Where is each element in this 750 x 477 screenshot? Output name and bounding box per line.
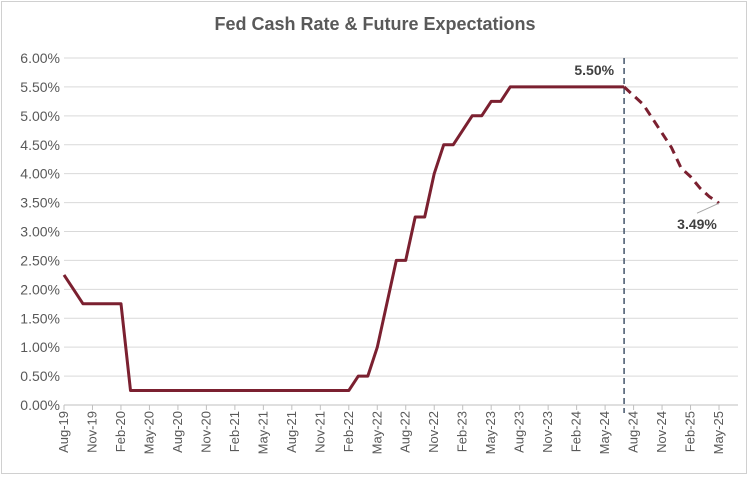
y-tick-label: 6.00%	[20, 50, 60, 66]
y-tick-label: 3.00%	[20, 224, 60, 240]
y-tick-label: 2.00%	[20, 281, 60, 297]
x-tick-label: Nov-22	[426, 411, 441, 453]
y-tick-label: 1.00%	[20, 339, 60, 355]
y-tick-label: 5.50%	[20, 79, 60, 95]
x-tick-label: Feb-20	[113, 411, 128, 452]
x-tick-label: Nov-23	[540, 411, 555, 453]
label-leader-line	[696, 202, 720, 214]
x-tick-label: Feb-25	[683, 411, 698, 452]
x-tick-label: Nov-19	[84, 411, 99, 453]
gridlines	[64, 57, 738, 377]
x-tick-label: Aug-23	[512, 411, 527, 453]
chart-title: Fed Cash Rate & Future Expectations	[214, 14, 535, 34]
x-tick-label: Feb-22	[341, 411, 356, 452]
x-tick-label: May-23	[483, 411, 498, 454]
x-tick-label: Feb-24	[569, 411, 584, 452]
x-axis-ticks: Aug-19 Nov-19 Feb-20 May-20 Aug-20 Nov-20 Feb-…	[56, 405, 726, 454]
x-tick-label: Feb-23	[455, 411, 470, 452]
y-tick-label: 4.50%	[20, 137, 60, 153]
current-rate-label: 5.50%	[574, 62, 614, 78]
y-tick-label: 5.00%	[20, 108, 60, 124]
x-tick-label: May-20	[141, 411, 156, 454]
y-tick-label: 2.50%	[20, 252, 60, 268]
x-tick-label: Nov-20	[198, 411, 213, 453]
actual-rate-line	[62, 85, 625, 392]
x-tick-label: Aug-24	[626, 411, 641, 453]
forecast-line	[623, 85, 720, 205]
x-tick-label: May-22	[369, 411, 384, 454]
x-tick-label: Aug-20	[170, 411, 185, 453]
y-tick-label: 0.50%	[20, 368, 60, 384]
data-labels: 5.50% 3.49%	[574, 62, 720, 232]
x-tick-label: May-24	[597, 411, 612, 454]
x-tick-label: Aug-21	[284, 411, 299, 453]
y-tick-label: 3.50%	[20, 195, 60, 211]
x-tick-label: May-21	[255, 411, 270, 454]
x-tick-label: Aug-22	[398, 411, 413, 453]
x-tick-label: Aug-19	[56, 411, 71, 453]
x-tick-label: Feb-21	[227, 411, 242, 452]
y-tick-label: 1.50%	[20, 310, 60, 326]
x-tick-label: May-25	[711, 411, 726, 454]
y-tick-label: 4.00%	[20, 166, 60, 182]
y-axis-ticks: 0.00% 0.50% 1.00% 1.50% 2.00% 2.50% 3.00% 3.50%…	[20, 50, 60, 413]
series-lines	[62, 85, 720, 392]
forecast-end-label: 3.49%	[677, 216, 717, 232]
x-tick-label: Nov-24	[654, 411, 669, 453]
y-tick-label: 0.00%	[20, 397, 60, 413]
x-tick-label: Nov-21	[312, 411, 327, 453]
